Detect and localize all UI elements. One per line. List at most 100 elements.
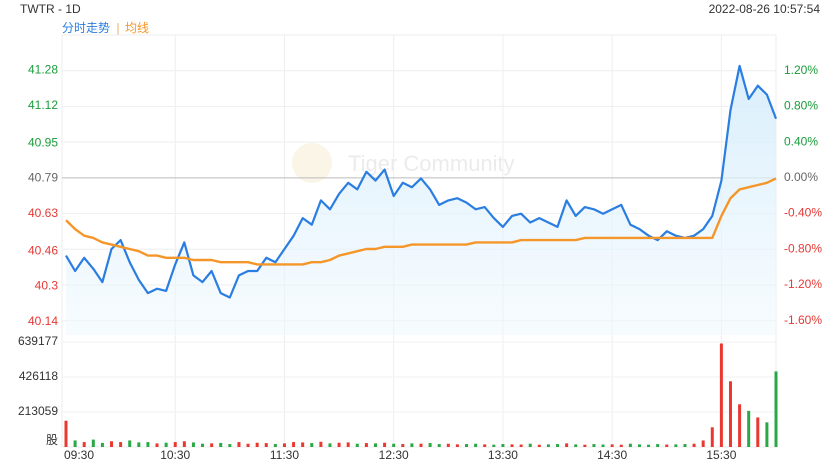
legend-average: 均线 <box>125 21 149 35</box>
volume-bar <box>774 371 778 447</box>
volume-bar <box>674 444 678 447</box>
volume-bar <box>546 444 550 447</box>
volume-bar <box>528 443 532 447</box>
volume-bar <box>410 443 414 447</box>
y2-tick-label: 0.00% <box>784 170 818 184</box>
y2-tick-label: 0.80% <box>784 99 818 113</box>
volume-bar <box>219 442 223 447</box>
y-tick-label: 40.95 <box>28 135 58 149</box>
volume-bar <box>355 443 359 447</box>
volume-bar <box>610 444 614 447</box>
volume-bar <box>383 442 387 447</box>
volume-bar <box>273 444 277 447</box>
volume-bar <box>182 441 186 447</box>
volume-bar <box>119 442 123 447</box>
volume-bar <box>282 443 286 447</box>
volume-bar <box>91 439 95 447</box>
volume-bar <box>201 443 205 447</box>
volume-bar <box>392 443 396 447</box>
volume-bar <box>137 442 141 447</box>
volume-bar <box>701 440 705 447</box>
volume-bar <box>601 444 605 447</box>
volume-bar <box>310 443 314 447</box>
volume-bar <box>592 444 596 447</box>
volume-bar <box>665 444 669 447</box>
y2-tick-label: -0.80% <box>784 241 822 255</box>
volume-bar <box>738 404 742 447</box>
volume-bar <box>501 444 505 447</box>
volume-bar <box>319 441 323 447</box>
volume-bar <box>164 442 168 447</box>
volume-bar <box>191 442 195 447</box>
header-title: TWTR - 1D <box>20 2 81 16</box>
watermark: Tiger Community <box>292 143 515 183</box>
legend-price: 分时走势 <box>62 21 110 35</box>
volume-bar <box>556 444 560 447</box>
y-tick-label: 40.79 <box>28 171 58 185</box>
volume-bar <box>146 442 150 447</box>
y2-tick-label: 0.40% <box>784 134 818 148</box>
volume-bar <box>373 443 377 447</box>
volume-bar <box>428 443 432 447</box>
header-timestamp: 2022-08-26 10:57:54 <box>709 2 821 16</box>
volume-bar <box>401 444 405 447</box>
volume-bar <box>483 444 487 447</box>
volume-bar <box>446 443 450 447</box>
volume-bar <box>337 442 341 447</box>
volume-bar <box>692 443 696 447</box>
volume-bar <box>765 422 769 447</box>
volume-bar <box>128 440 132 447</box>
volume-bar <box>492 444 496 447</box>
x-tick-label: 10:30 <box>160 448 190 462</box>
price-area <box>66 65 776 336</box>
volume-bar <box>747 410 751 447</box>
y-tick-label: 41.12 <box>28 98 58 112</box>
volume-bar <box>364 443 368 447</box>
volume-bar <box>510 444 514 447</box>
volume-bar <box>155 443 159 447</box>
volume-bar <box>519 444 523 447</box>
x-tick-label: 11:30 <box>270 448 299 462</box>
volume-bar <box>756 417 760 447</box>
volume-tick-label: 213059 <box>18 404 58 418</box>
y2-tick-label: -0.40% <box>784 206 822 220</box>
volume-tick-label: 股 <box>46 433 58 447</box>
volume-bar <box>419 443 423 447</box>
y-tick-label: 40.14 <box>28 314 58 328</box>
x-tick-label: 14:30 <box>597 448 627 462</box>
x-tick-label: 12:30 <box>379 448 409 462</box>
volume-bar <box>710 427 714 447</box>
volume-bar <box>474 443 478 447</box>
y-tick-label: 40.46 <box>28 243 58 257</box>
volume-bar <box>583 444 587 447</box>
watermark-text: Tiger Community <box>348 151 515 176</box>
volume-bar <box>237 442 241 447</box>
volume-bar <box>328 443 332 447</box>
volume-bar <box>246 443 250 447</box>
volume-bar <box>719 343 723 447</box>
volume-bar <box>210 443 214 447</box>
volume-bar <box>565 443 569 447</box>
y2-tick-label: -1.60% <box>784 313 822 327</box>
volume-bar <box>228 444 232 447</box>
volume-bar <box>647 444 651 447</box>
volume-bar <box>437 444 441 447</box>
y2-tick-label: 1.20% <box>784 63 818 77</box>
x-tick-label: 15:30 <box>706 448 736 462</box>
volume-bar <box>628 443 632 447</box>
x-tick-label: 09:30 <box>64 448 94 462</box>
volume-bar <box>301 442 305 447</box>
volume-bar <box>64 420 68 447</box>
volume-bar <box>656 444 660 447</box>
watermark-logo <box>292 143 332 183</box>
volume-tick-label: 639177 <box>18 334 58 348</box>
volume-bar <box>110 441 114 447</box>
price-line <box>65 64 778 299</box>
y-tick-label: 40.3 <box>35 279 59 293</box>
volume-bar <box>637 444 641 447</box>
volume-bar <box>264 443 268 447</box>
x-tick-label: 13:30 <box>488 448 518 462</box>
volume-tick-label: 426118 <box>19 369 58 383</box>
volume-bar <box>537 444 541 447</box>
